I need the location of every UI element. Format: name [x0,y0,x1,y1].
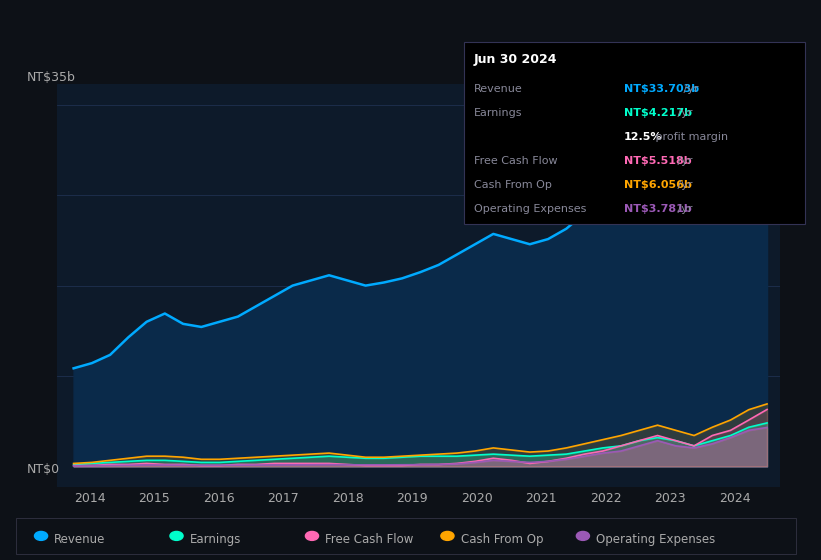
Text: 12.5%: 12.5% [624,132,663,142]
Text: /yr: /yr [674,204,693,214]
Text: Revenue: Revenue [54,533,106,545]
Text: NT$35b: NT$35b [26,71,76,84]
Text: profit margin: profit margin [652,132,728,142]
Text: NT$33.703b: NT$33.703b [624,83,699,94]
Text: /yr: /yr [674,108,693,118]
Text: Free Cash Flow: Free Cash Flow [474,156,557,166]
Text: Free Cash Flow: Free Cash Flow [325,533,414,545]
Text: NT$3.781b: NT$3.781b [624,204,692,214]
Text: NT$6.056b: NT$6.056b [624,180,692,190]
Text: /yr: /yr [674,180,693,190]
Text: Operating Expenses: Operating Expenses [474,204,586,214]
Text: NT$0: NT$0 [26,463,59,476]
Text: Jun 30 2024: Jun 30 2024 [474,53,557,66]
Text: Earnings: Earnings [474,108,522,118]
Text: Earnings: Earnings [190,533,241,545]
Text: Revenue: Revenue [474,83,522,94]
Text: /yr: /yr [674,156,693,166]
Text: /yr: /yr [680,83,699,94]
Text: Cash From Op: Cash From Op [474,180,552,190]
Text: Operating Expenses: Operating Expenses [596,533,715,545]
Text: Cash From Op: Cash From Op [461,533,543,545]
Text: NT$4.217b: NT$4.217b [624,108,692,118]
Text: NT$5.518b: NT$5.518b [624,156,691,166]
